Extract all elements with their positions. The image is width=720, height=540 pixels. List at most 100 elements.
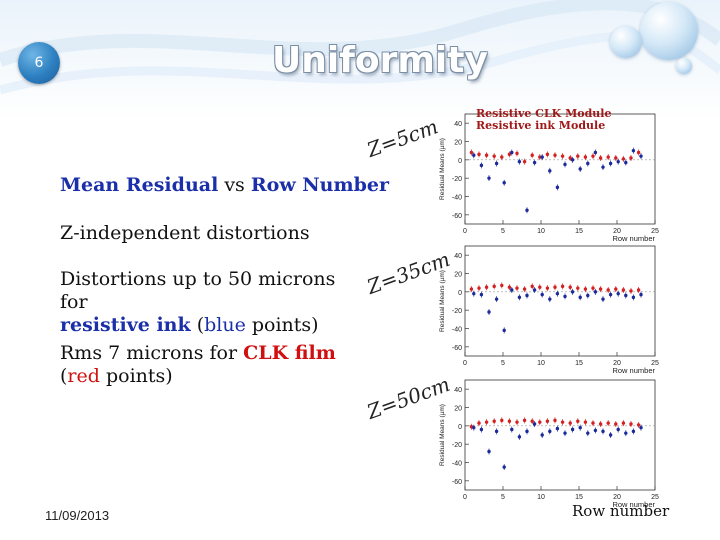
data-point <box>578 425 582 430</box>
data-point <box>614 422 618 426</box>
y-tick-label: -20 <box>452 308 462 315</box>
data-point <box>606 288 610 292</box>
data-point <box>570 158 575 162</box>
y-tick-label: 0 <box>458 424 462 431</box>
x-tick-label: 0 <box>463 360 467 367</box>
data-point <box>472 425 476 430</box>
x-tick-label: 0 <box>463 494 467 501</box>
data-point <box>479 427 484 432</box>
y-axis-label: Residual Means (µm) <box>439 404 446 466</box>
distortions-text-c: ( <box>190 314 205 336</box>
data-point <box>517 159 522 164</box>
data-point <box>507 152 512 157</box>
data-point <box>601 429 605 434</box>
data-point <box>545 152 550 157</box>
data-point <box>479 163 484 168</box>
data-point <box>477 152 481 157</box>
data-point <box>631 148 636 153</box>
data-point <box>545 286 550 290</box>
data-point <box>484 285 489 289</box>
y-tick-label: 40 <box>454 387 462 394</box>
data-point <box>601 297 605 301</box>
data-point <box>532 288 537 292</box>
data-point <box>517 295 522 300</box>
data-point <box>636 288 641 292</box>
data-point <box>548 169 552 173</box>
data-point <box>525 293 529 298</box>
data-point <box>540 433 544 437</box>
data-point <box>553 153 557 157</box>
y-tick-label: -20 <box>452 442 462 449</box>
data-point <box>608 292 613 297</box>
data-point <box>636 150 641 155</box>
distortions-text-e: points) <box>245 314 319 336</box>
x-axis-label: Row number <box>612 500 655 508</box>
data-point <box>522 159 527 164</box>
data-point <box>629 422 633 426</box>
data-point <box>621 157 626 161</box>
y-tick-label: -40 <box>452 195 462 202</box>
data-point <box>631 295 636 300</box>
clk-film-text: CLK film <box>243 342 336 364</box>
data-point <box>591 421 595 425</box>
legend-ink: Resistive ink Module <box>476 119 606 132</box>
data-point <box>586 431 590 435</box>
x-tick-label: 5 <box>501 360 505 367</box>
data-point <box>502 181 506 185</box>
data-point <box>525 429 529 434</box>
data-point <box>598 156 603 160</box>
data-point <box>494 161 499 166</box>
data-point <box>560 154 565 158</box>
data-point <box>586 293 590 298</box>
data-point <box>583 155 588 159</box>
x-tick-label: 15 <box>575 228 583 235</box>
data-point <box>586 161 590 166</box>
resistive-ink-text: resistive ink <box>60 314 191 336</box>
data-point <box>568 421 572 425</box>
data-point <box>522 418 527 423</box>
data-point <box>469 150 474 155</box>
data-point <box>555 185 560 190</box>
x-tick-label: 20 <box>613 494 621 501</box>
data-point <box>591 154 595 158</box>
data-point <box>530 419 534 423</box>
y-axis-label: Residual Means (µm) <box>439 270 446 332</box>
data-point <box>548 297 552 301</box>
residual-plot-z35: 40 20 0 -20 -40 -60 0 5 10 15 20 25 Residual Means (… <box>439 245 659 374</box>
decorative-bubble-medium <box>610 26 642 58</box>
plot-frame <box>464 245 656 357</box>
data-point <box>510 427 514 432</box>
data-point <box>477 421 481 425</box>
data-point <box>487 310 491 314</box>
z-independent-text: Z-independent distortions <box>60 222 310 244</box>
data-point <box>606 421 610 425</box>
data-point <box>472 291 476 296</box>
data-point <box>522 287 527 291</box>
data-point <box>608 433 613 437</box>
x-axis-label: Row number <box>612 234 655 242</box>
data-point <box>576 419 580 423</box>
data-point <box>629 289 633 293</box>
data-point <box>598 422 603 426</box>
x-tick-label: 20 <box>613 360 621 367</box>
red-word: red <box>67 365 100 387</box>
footer-date: 11/09/2013 <box>45 508 110 523</box>
data-point <box>484 153 489 157</box>
data-point <box>639 292 643 297</box>
data-point <box>555 291 560 296</box>
distortions-text-a: Distortions up to 50 microns for <box>60 268 336 313</box>
row-number-caption: Row number <box>572 502 670 520</box>
rms-text-a: Rms 7 microns for <box>60 342 244 364</box>
data-point <box>545 419 550 423</box>
data-point <box>510 150 514 155</box>
decorative-bubble-large <box>640 2 698 60</box>
y-tick-label: 0 <box>458 290 462 297</box>
data-point <box>621 288 626 292</box>
x-tick-label: 10 <box>537 360 545 367</box>
y-tick-label: 20 <box>454 140 462 147</box>
data-point <box>616 159 620 164</box>
data-point <box>563 294 567 299</box>
data-point <box>624 431 628 435</box>
x-tick-label: 25 <box>651 494 659 501</box>
y-tick-label: -60 <box>452 213 462 220</box>
